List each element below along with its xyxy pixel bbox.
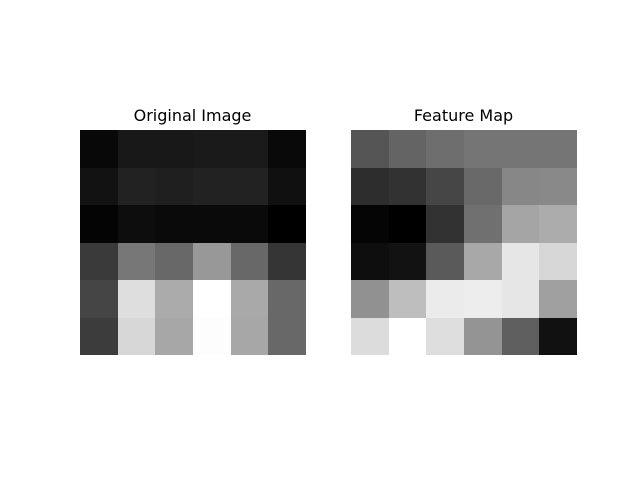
- heatmap-cell-r4-c2: [426, 280, 464, 318]
- heatmap-cell-r1-c3: [193, 168, 231, 205]
- heatmap-cell-r1-c4: [231, 168, 268, 205]
- heatmap-cell-r3-c5: [539, 243, 577, 280]
- heatmap-cell-r0-c5: [539, 130, 577, 168]
- heatmap-cell-r2-c5: [268, 205, 306, 243]
- heatmap-cell-r5-c4: [231, 318, 268, 355]
- heatmap-cell-r1-c0: [351, 168, 389, 205]
- heatmap-cell-r2-c2: [426, 205, 464, 243]
- heatmap-cell-r4-c1: [118, 280, 155, 318]
- heatmap-cell-r0-c2: [426, 130, 464, 168]
- heatmap-cell-r3-c0: [80, 243, 118, 280]
- heatmap-cell-r3-c1: [389, 243, 426, 280]
- heatmap-cell-r4-c1: [389, 280, 426, 318]
- heatmap-cell-r1-c0: [80, 168, 118, 205]
- heatmap-cell-r5-c1: [389, 318, 426, 355]
- heatmap-cell-r5-c0: [80, 318, 118, 355]
- heatmap-cell-r3-c4: [231, 243, 268, 280]
- heatmap-cell-r2-c3: [193, 205, 231, 243]
- heatmap-cell-r1-c5: [539, 168, 577, 205]
- heatmap-cell-r3-c2: [155, 243, 193, 280]
- heatmap-cell-r5-c2: [426, 318, 464, 355]
- heatmap-cell-r2-c5: [539, 205, 577, 243]
- heatmap-cell-r2-c3: [464, 205, 502, 243]
- heatmap-cell-r5-c3: [193, 318, 231, 355]
- heatmap-cell-r5-c1: [118, 318, 155, 355]
- heatmap-cell-r3-c5: [268, 243, 306, 280]
- heatmap-cell-r0-c0: [351, 130, 389, 168]
- heatmap-cell-r4-c3: [464, 280, 502, 318]
- heatmap-cell-r1-c2: [155, 168, 193, 205]
- heatmap-cell-r0-c2: [155, 130, 193, 168]
- heatmap-cell-r3-c3: [464, 243, 502, 280]
- chart-title-original-image: Original Image: [134, 106, 252, 125]
- chart-title-feature-map: Feature Map: [414, 106, 513, 125]
- heatmap-cell-r0-c0: [80, 130, 118, 168]
- heatmap-cell-r3-c1: [118, 243, 155, 280]
- heatmap-cell-r4-c5: [268, 280, 306, 318]
- heatmap-cell-r1-c3: [464, 168, 502, 205]
- heatmap-cell-r1-c2: [426, 168, 464, 205]
- heatmap-cell-r0-c4: [502, 130, 539, 168]
- heatmap-cell-r1-c5: [268, 168, 306, 205]
- heatmap-cell-r0-c3: [464, 130, 502, 168]
- heatmap-cell-r4-c0: [351, 280, 389, 318]
- heatmap-cell-r1-c1: [389, 168, 426, 205]
- heatmap-cell-r2-c0: [80, 205, 118, 243]
- heatmap-feature-map: [351, 130, 577, 355]
- heatmap-cell-r0-c3: [193, 130, 231, 168]
- heatmap-cell-r5-c5: [539, 318, 577, 355]
- heatmap-cell-r0-c1: [389, 130, 426, 168]
- panel-feature-map: Feature Map: [351, 106, 577, 355]
- heatmap-cell-r0-c5: [268, 130, 306, 168]
- heatmap-cell-r4-c3: [193, 280, 231, 318]
- heatmap-cell-r5-c5: [268, 318, 306, 355]
- heatmap-cell-r4-c5: [539, 280, 577, 318]
- heatmap-cell-r2-c1: [118, 205, 155, 243]
- heatmap-cell-r0-c1: [118, 130, 155, 168]
- heatmap-cell-r3-c4: [502, 243, 539, 280]
- heatmap-cell-r2-c4: [231, 205, 268, 243]
- heatmap-cell-r5-c3: [464, 318, 502, 355]
- heatmap-cell-r4-c2: [155, 280, 193, 318]
- heatmap-cell-r3-c3: [193, 243, 231, 280]
- heatmap-original-image: [80, 130, 306, 355]
- heatmap-cell-r5-c2: [155, 318, 193, 355]
- heatmap-cell-r1-c4: [502, 168, 539, 205]
- heatmap-cell-r3-c0: [351, 243, 389, 280]
- heatmap-cell-r5-c0: [351, 318, 389, 355]
- heatmap-cell-r4-c4: [502, 280, 539, 318]
- heatmap-cell-r4-c0: [80, 280, 118, 318]
- heatmap-cell-r2-c2: [155, 205, 193, 243]
- heatmap-cell-r0-c4: [231, 130, 268, 168]
- heatmap-cell-r1-c1: [118, 168, 155, 205]
- heatmap-cell-r4-c4: [231, 280, 268, 318]
- heatmap-cell-r2-c0: [351, 205, 389, 243]
- heatmap-cell-r2-c1: [389, 205, 426, 243]
- heatmap-cell-r5-c4: [502, 318, 539, 355]
- panel-original-image: Original Image: [80, 106, 306, 355]
- heatmap-cell-r3-c2: [426, 243, 464, 280]
- heatmap-cell-r2-c4: [502, 205, 539, 243]
